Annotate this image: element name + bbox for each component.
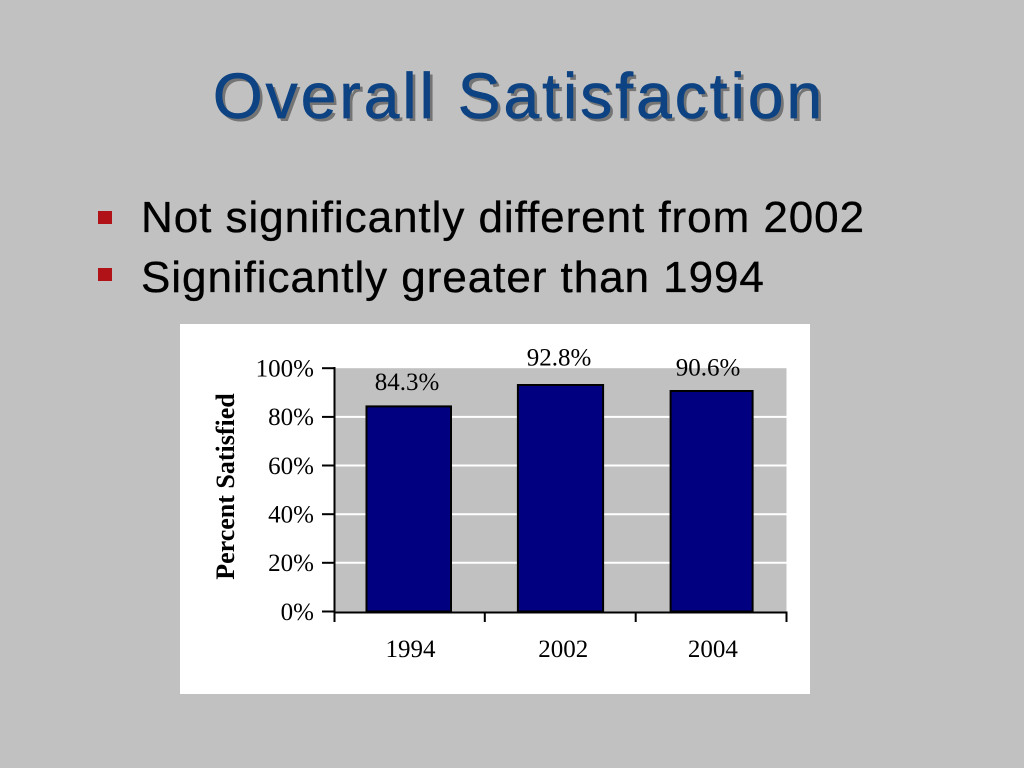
svg-text:2002: 2002 — [538, 636, 588, 663]
svg-text:1994: 1994 — [386, 636, 437, 663]
svg-text:92.8%: 92.8% — [527, 344, 592, 371]
svg-text:80%: 80% — [268, 404, 314, 431]
svg-text:0%: 0% — [281, 599, 314, 626]
svg-text:84.3%: 84.3% — [375, 369, 440, 396]
svg-text:60%: 60% — [268, 453, 314, 480]
svg-text:100%: 100% — [256, 356, 314, 383]
svg-text:2004: 2004 — [688, 636, 739, 663]
svg-text:Percent Satisfied: Percent Satisfied — [211, 393, 240, 580]
svg-text:40%: 40% — [268, 502, 314, 529]
svg-text:90.6%: 90.6% — [676, 354, 741, 381]
svg-text:20%: 20% — [268, 550, 314, 577]
